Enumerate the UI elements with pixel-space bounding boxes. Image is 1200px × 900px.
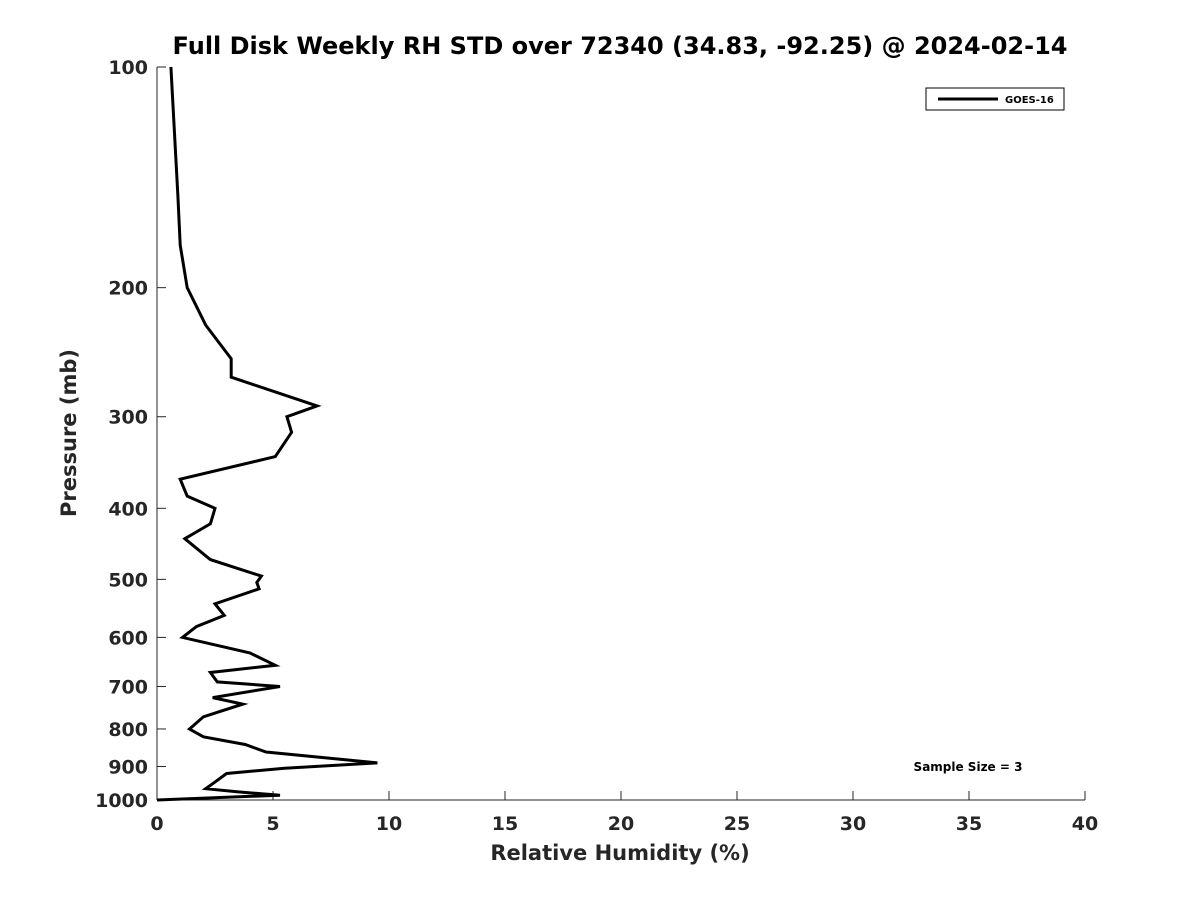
x-tick-label: 35 [956, 813, 982, 835]
legend: GOES-16 [925, 87, 1065, 111]
series-layer [156, 66, 378, 802]
x-tick-label: 30 [840, 813, 866, 835]
y-tick-label: 300 [108, 407, 148, 429]
chart-title: Full Disk Weekly RH STD over 72340 (34.8… [173, 32, 1068, 60]
x-tick-label: 20 [608, 813, 634, 835]
sample-size-annotation: Sample Size = 3 [914, 760, 1023, 774]
x-axis-label: Relative Humidity (%) [490, 841, 749, 865]
x-ticks: 0 5 10 15 20 25 30 35 40 [150, 791, 1098, 835]
y-tick-label: 900 [108, 756, 148, 778]
x-tick-label: 15 [492, 813, 518, 835]
series-line-goes-16 [156, 66, 378, 802]
x-tick-label: 0 [150, 813, 163, 835]
x-tick-label: 5 [266, 813, 279, 835]
legend-label-goes-16: GOES-16 [1005, 95, 1054, 106]
y-ticks: 100 200 300 400 500 600 700 800 900 1000 [95, 57, 166, 812]
x-tick-label: 40 [1072, 813, 1098, 835]
y-tick-label: 800 [108, 719, 148, 741]
y-tick-label: 200 [108, 278, 148, 300]
y-tick-label: 400 [108, 498, 148, 520]
y-tick-label: 700 [108, 676, 148, 698]
y-tick-label: 500 [108, 569, 148, 591]
y-tick-label: 1000 [95, 790, 148, 812]
x-tick-label: 25 [724, 813, 750, 835]
y-axis-label: Pressure (mb) [57, 349, 81, 517]
y-tick-label: 100 [108, 57, 148, 79]
y-tick-label: 600 [108, 627, 148, 649]
x-tick-label: 10 [376, 813, 402, 835]
